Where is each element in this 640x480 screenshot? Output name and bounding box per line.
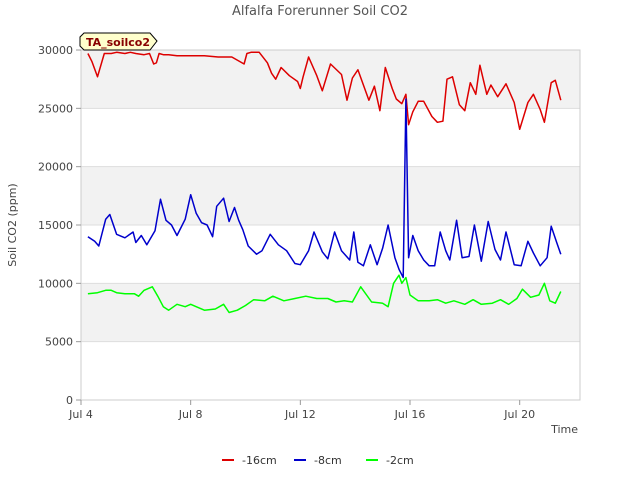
plot-bands: [81, 49, 580, 401]
series-line-16cm: [87, 51, 562, 131]
y-tick-label: 15000: [38, 219, 73, 232]
y-axis-label: Soil CO2 (ppm): [6, 183, 19, 266]
chart-title: Alfalfa Forerunner Soil CO2: [232, 4, 408, 19]
grid-band: [81, 166, 580, 225]
legend-label: -16cm: [242, 454, 277, 467]
legend: -16cm -8cm -2cm: [222, 454, 414, 467]
x-ticks: Jul 4 Jul 8 Jul 12 Jul 16 Jul 20: [68, 400, 535, 421]
grid-band: [81, 283, 580, 342]
series-lines: [87, 51, 562, 314]
y-tick-label: 30000: [38, 44, 73, 57]
y-tick-label: 25000: [38, 102, 73, 115]
x-axis-label: Time: [550, 423, 578, 436]
legend-label: -8cm: [314, 454, 342, 467]
x-tick-label: Jul 20: [503, 408, 535, 421]
legend-label: -2cm: [386, 454, 414, 467]
series-line-2cm: [87, 274, 562, 314]
y-ticks: 0 5000 10000 15000 20000 25000 30000: [38, 44, 81, 407]
x-tick-label: Jul 16: [394, 408, 426, 421]
x-tick-label: Jul 12: [284, 408, 316, 421]
site-label-box: TA_soilco2: [79, 32, 158, 51]
series-line-8cm: [87, 98, 562, 279]
y-tick-label: 5000: [45, 336, 73, 349]
y-tick-label: 0: [66, 394, 73, 407]
y-tick-label: 20000: [38, 161, 73, 174]
x-tick-label: Jul 8: [178, 408, 203, 421]
site-label: TA_soilco2: [86, 36, 150, 49]
x-tick-label: Jul 4: [68, 408, 93, 421]
grid-band: [81, 50, 580, 109]
y-tick-label: 10000: [38, 277, 73, 290]
